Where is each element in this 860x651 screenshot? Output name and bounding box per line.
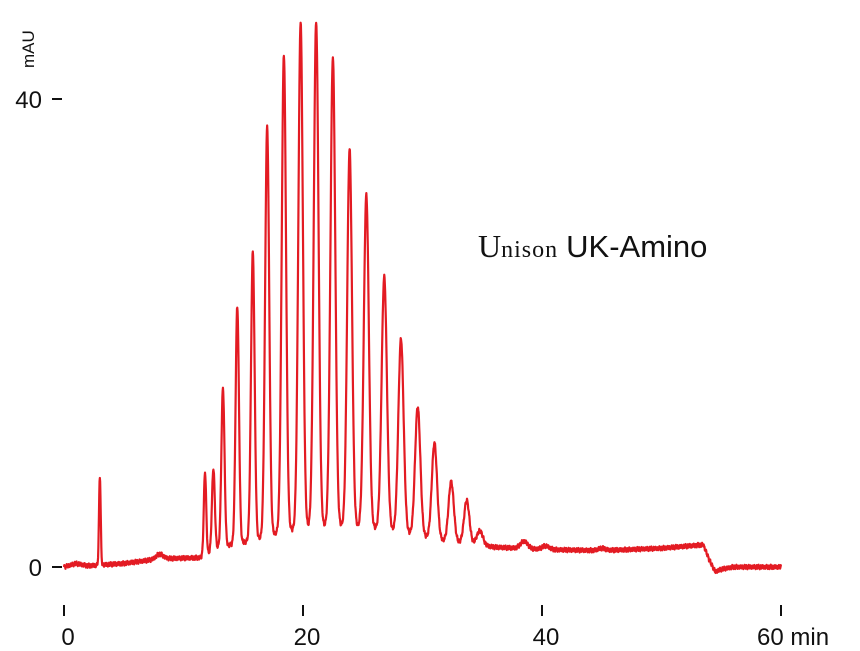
x-tick-label: 40 <box>533 624 560 651</box>
product-name: UK-Amino <box>566 229 707 264</box>
product-annotation: Unison UK-Amino <box>478 228 707 264</box>
brand-rest: nison <box>501 237 558 263</box>
y-ticks: 0 40 <box>15 87 62 582</box>
brand-initial: U <box>478 228 501 264</box>
y-tick-label: 0 <box>29 555 42 582</box>
y-axis-label: mAU <box>19 30 38 68</box>
x-tick-label: 60 min <box>757 624 829 651</box>
chromatogram-trace <box>62 21 783 575</box>
x-tick-label: 20 <box>294 624 321 651</box>
y-axis: mAU <box>19 30 38 68</box>
x-ticks: 0 20 40 60 min <box>61 605 829 651</box>
x-tick-label: 0 <box>61 624 74 651</box>
y-tick-label: 40 <box>15 87 42 114</box>
